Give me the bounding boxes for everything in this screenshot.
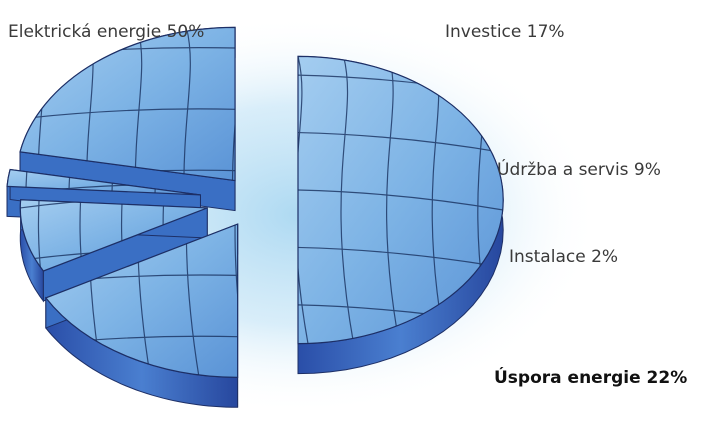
slice-top: [297, 55, 504, 345]
label-investice: Investice 17%: [445, 22, 565, 42]
slices: [6, 26, 504, 408]
slice-údržba-a-servis: [19, 199, 208, 303]
slice-top: [19, 199, 208, 272]
slice-top: [19, 26, 236, 182]
slice-top: [44, 223, 239, 378]
label-udrzba-a-servis: Údržba a servis 9%: [497, 160, 661, 180]
label-uspora-energie: Úspora energie 22%: [494, 368, 688, 388]
slice-top: [6, 168, 201, 196]
label-elektricka-energie: Elektrická energie 50%: [8, 22, 205, 42]
slice-investice: [44, 223, 239, 408]
slice-elektrická-energie: [297, 55, 504, 375]
label-instalace: Instalace 2%: [509, 247, 619, 267]
